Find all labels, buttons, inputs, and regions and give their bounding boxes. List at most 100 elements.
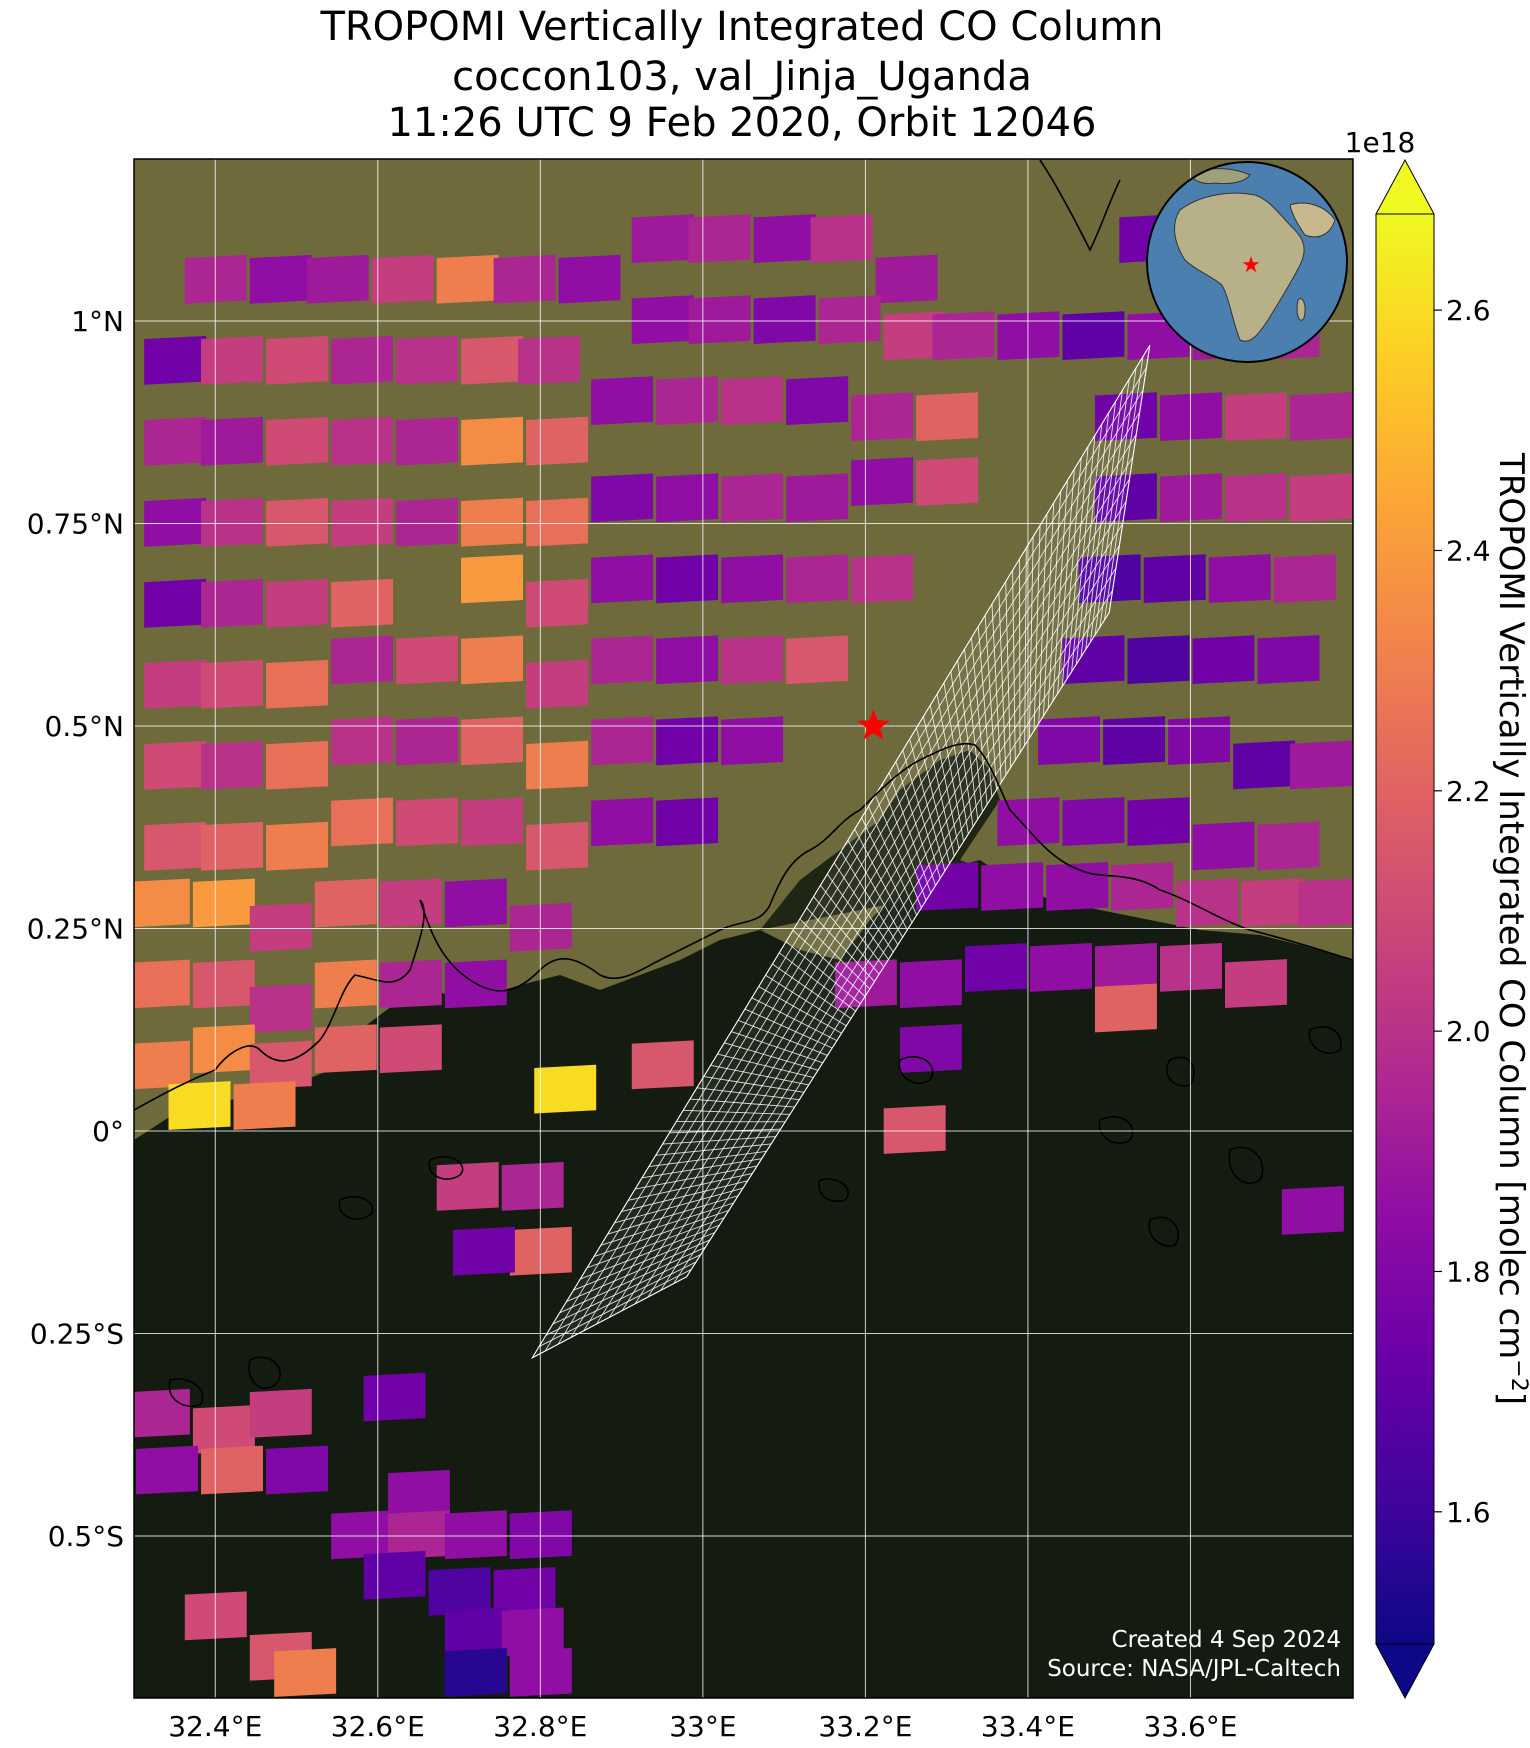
lon-tick-label: 32.8°E — [493, 1710, 587, 1743]
co-cell — [379, 959, 442, 1009]
co-cell — [331, 416, 394, 466]
co-cell — [1168, 716, 1231, 765]
co-cell — [1062, 797, 1125, 847]
co-cell — [249, 983, 312, 1033]
co-cell — [509, 1647, 572, 1697]
co-cell — [656, 716, 719, 766]
co-cell — [591, 635, 654, 685]
co-cell — [517, 335, 580, 385]
co-cell — [1192, 821, 1255, 871]
co-cell — [932, 311, 995, 361]
co-cell — [1094, 392, 1157, 442]
co-cell — [526, 416, 589, 466]
co-cell — [526, 578, 589, 628]
co-cell — [461, 635, 524, 685]
co-cell — [201, 578, 263, 628]
lat-tick-label: 0° — [92, 1115, 124, 1148]
colorbar-gradient — [1375, 213, 1435, 1645]
co-cell — [436, 1162, 499, 1211]
co-cell — [656, 635, 719, 685]
co-cell — [1192, 635, 1255, 684]
colorbar-max-extend — [1375, 158, 1435, 215]
co-cell — [331, 797, 394, 847]
footprint-line — [570, 411, 1141, 1338]
co-cell — [363, 1550, 426, 1600]
co-cell — [688, 295, 751, 344]
colorbar-tick-label: 1.8 — [1446, 1255, 1491, 1288]
co-cell — [444, 878, 507, 928]
co-cell — [1241, 878, 1304, 927]
lat-tick-label: 0.5°S — [48, 1520, 124, 1553]
co-cell — [526, 821, 589, 871]
co-cell — [899, 959, 962, 1009]
inset-globe: ★ — [1146, 161, 1348, 363]
lon-tick-label: 32.6°E — [331, 1710, 425, 1743]
latitude-tick-labels: 1°N 0.75°N 0.5°N 0.25°N 0° 0.25°S 0.5°S — [27, 305, 124, 1553]
co-cell — [168, 1081, 231, 1130]
co-cell — [184, 254, 247, 304]
co-cell — [753, 214, 816, 263]
co-cell — [1225, 959, 1287, 1008]
footprint-line — [634, 523, 1124, 1305]
co-cell — [1094, 983, 1157, 1033]
lat-tick-label: 0.75°N — [27, 508, 124, 541]
colorbar-min-extend — [1375, 1643, 1435, 1700]
co-cell — [526, 659, 589, 709]
co-cell — [721, 376, 784, 425]
co-cell — [509, 902, 572, 952]
co-cell — [134, 878, 190, 928]
site-marker-star — [857, 709, 890, 740]
footprint-line — [531, 345, 1151, 1359]
co-cell — [379, 1024, 442, 1074]
co-cell — [331, 716, 394, 766]
co-cell — [331, 578, 394, 628]
lon-tick-label: 32.4°E — [168, 1710, 262, 1743]
colorbar-label: TROPOMI Vertically Integrated CO Column … — [1491, 452, 1530, 1405]
globe-site-star: ★ — [1241, 253, 1261, 278]
co-cell — [501, 1607, 564, 1657]
co-cell — [201, 497, 263, 547]
co-cell — [1143, 554, 1206, 604]
co-cell — [810, 214, 873, 263]
globe-arabia — [1289, 202, 1336, 238]
footprint-line — [609, 478, 1130, 1318]
co-cell — [134, 959, 190, 1009]
co-cell — [396, 797, 459, 847]
co-cell — [428, 1567, 491, 1616]
co-cell — [721, 473, 784, 523]
co-cell — [461, 416, 524, 466]
co-cell — [233, 1081, 296, 1130]
co-cell — [1225, 392, 1287, 441]
co-cell — [786, 554, 849, 604]
co-cell — [534, 1064, 597, 1114]
co-cell — [1176, 878, 1239, 927]
co-cell — [1127, 635, 1190, 685]
co-cell — [371, 254, 434, 304]
co-cell — [363, 1372, 426, 1422]
coastlines — [134, 159, 1353, 1407]
co-cell — [184, 1591, 247, 1641]
co-cell — [201, 659, 263, 709]
colorbar-ticks: 1.6 1.8 2.0 2.2 2.4 2.6 — [1434, 294, 1491, 1529]
co-cell — [851, 457, 914, 506]
co-cell — [249, 1388, 312, 1438]
co-cell — [266, 659, 329, 709]
co-cell — [591, 473, 654, 523]
co-cell — [656, 797, 719, 847]
site-star — [857, 709, 890, 740]
co-cell — [444, 1607, 507, 1657]
co-cell — [1127, 797, 1190, 847]
lon-tick-label: 33°E — [669, 1710, 736, 1743]
footprint-line — [647, 545, 1120, 1298]
colorbar-tick-label: 2.0 — [1446, 1015, 1491, 1048]
co-cell — [266, 416, 329, 466]
map-title-line-3: 11:26 UTC 9 Feb 2020, Orbit 12046 — [387, 100, 1097, 146]
globe-africa — [1174, 192, 1305, 342]
co-cell — [916, 457, 979, 506]
co-cell — [493, 254, 556, 304]
co-cell — [1208, 554, 1271, 603]
co-cell — [851, 554, 914, 604]
co-cell — [314, 959, 377, 1009]
co-cell — [851, 392, 914, 442]
co-cell — [1290, 392, 1352, 441]
